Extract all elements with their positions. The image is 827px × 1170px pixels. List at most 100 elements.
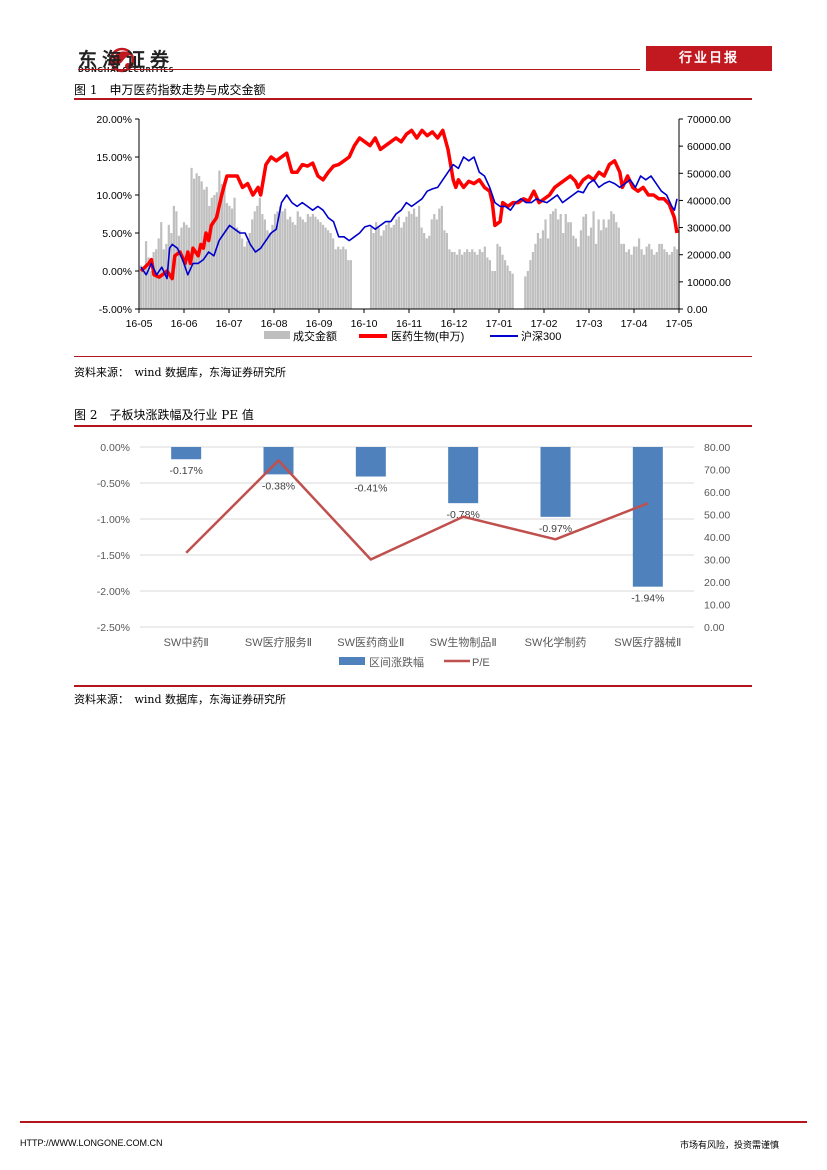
volume-bar <box>645 246 648 309</box>
bar-data-label: -0.97% <box>539 523 572 535</box>
volume-bar <box>228 205 231 309</box>
volume-bar <box>440 205 443 309</box>
volume-bar <box>167 224 170 309</box>
footer-url: HTTP://WWW.LONGONE.COM.CN <box>20 1138 163 1148</box>
y-right-tick-label: 50000.00 <box>687 168 731 180</box>
volume-bar <box>195 173 198 309</box>
volume-bar <box>192 178 196 309</box>
y-right-tick-label: 30.00 <box>704 555 730 567</box>
y-right-tick-label: 30000.00 <box>687 223 731 235</box>
volume-bar <box>266 230 269 309</box>
y-left-tick-label: 5.00% <box>102 228 132 240</box>
figure1-chart: 20.00% 15.00% 10.00% 5.00% 0.00% -5.00% 70000.… <box>96 114 731 343</box>
volume-bar <box>162 249 165 309</box>
y-right-tick-label: 0.00 <box>687 304 708 316</box>
volume-bar <box>248 233 251 309</box>
volume-bar <box>630 254 633 309</box>
volume-bar <box>673 246 676 309</box>
y-left-tick-label: 20.00% <box>96 114 132 126</box>
volume-bar <box>243 246 246 309</box>
volume-bar <box>273 214 277 309</box>
volume-bar <box>491 271 494 309</box>
x-tick-label: 16-07 <box>216 318 243 330</box>
volume-bar <box>268 233 272 309</box>
y-left-tick-label: 10.00% <box>96 190 132 202</box>
volume-bar <box>284 208 287 309</box>
volume-bar <box>534 243 537 309</box>
volume-bar <box>559 214 562 309</box>
legend-label-volume: 成交金额 <box>293 329 337 343</box>
volume-bar <box>326 230 330 309</box>
x-tick-label: 17-03 <box>576 318 603 330</box>
volume-bar <box>321 224 325 309</box>
volume-bar <box>150 271 153 309</box>
y-right-tick-label: 10000.00 <box>687 277 731 289</box>
change-bar <box>171 447 202 460</box>
volume-bar <box>329 233 332 309</box>
footer-risk-disclaimer: 市场有风险，投资需谨慎 <box>680 1141 780 1151</box>
volume-bar <box>597 219 600 309</box>
volume-bar <box>142 271 145 309</box>
volume-bar <box>246 241 249 309</box>
volume-bar <box>466 249 469 309</box>
volume-bar <box>225 203 229 309</box>
volume-bar <box>637 238 641 309</box>
volume-bar <box>220 184 224 309</box>
volume-bar <box>213 195 216 309</box>
volume-bar <box>400 227 403 309</box>
x-category-label: SW医疗器械Ⅱ <box>614 635 681 649</box>
volume-bar <box>258 197 261 309</box>
volume-bar <box>529 260 532 309</box>
x-tick-label: 16-10 <box>351 318 378 330</box>
volume-bar <box>425 238 428 309</box>
volume-bar <box>557 219 560 309</box>
figure2-source: 资料来源： wind 数据库，东海证券研究所 <box>74 693 287 706</box>
volume-bar <box>291 222 294 309</box>
volume-bar <box>339 249 342 309</box>
company-name-en: DONGHAI SECURITIES <box>78 66 175 74</box>
y-left-tick-label: 0.00% <box>102 266 132 278</box>
volume-bar <box>582 216 585 309</box>
volume-bar <box>594 243 598 309</box>
x-category-label: SW医药商业Ⅱ <box>337 635 404 649</box>
volume-bar <box>574 238 577 309</box>
footer-divider <box>20 1121 807 1123</box>
volume-bar <box>369 227 373 309</box>
legend-label-pe: P/E <box>472 657 490 669</box>
y-right-tick-label: 80.00 <box>704 442 730 454</box>
volume-bar <box>458 249 461 309</box>
volume-bar <box>506 265 509 309</box>
volume-bar <box>564 214 567 309</box>
volume-bar <box>385 224 388 309</box>
volume-bar <box>589 227 593 309</box>
volume-bar <box>670 252 674 309</box>
y-right-tick-label: 70000.00 <box>687 114 731 126</box>
volume-bar <box>157 238 160 309</box>
volume-bar <box>301 219 304 309</box>
series-line-hs300 <box>140 156 678 280</box>
figure1-bottom-rule <box>74 356 752 357</box>
y-right-tick-label: 40000.00 <box>687 195 731 207</box>
volume-bar <box>433 214 436 309</box>
volume-bar <box>185 224 188 309</box>
bar-data-label: -0.41% <box>354 483 387 495</box>
volume-bar <box>233 197 236 309</box>
volume-bar <box>306 214 309 309</box>
volume-bar <box>478 249 481 309</box>
volume-bar <box>610 211 613 309</box>
volume-bar <box>390 227 393 309</box>
volume-bar <box>241 238 244 309</box>
volume-bar <box>289 216 292 309</box>
volume-bar <box>205 186 208 309</box>
volume-bar <box>471 249 474 309</box>
volume-bar <box>337 246 340 309</box>
volume-bar <box>281 211 284 309</box>
volume-bar <box>554 208 557 309</box>
volume-bar <box>503 260 507 309</box>
volume-bar <box>276 211 279 309</box>
volume-bar <box>448 249 451 309</box>
volume-bar <box>650 249 653 309</box>
volume-bar <box>407 211 411 309</box>
volume-bar <box>632 246 636 309</box>
volume-bar <box>587 235 590 309</box>
